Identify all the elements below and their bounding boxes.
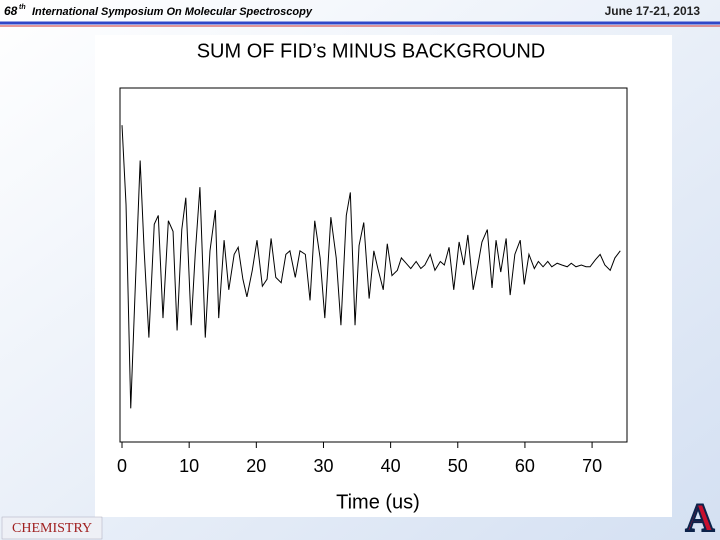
- university-logo: A: [686, 495, 715, 540]
- header-superscript: th: [19, 4, 26, 11]
- department-logo-box: [1, 516, 103, 540]
- x-tick-label: 60: [515, 456, 535, 476]
- x-tick-label: 0: [117, 456, 127, 476]
- data-line: [121, 125, 621, 409]
- chart-panel: [95, 35, 672, 517]
- x-axis-label: Time (us): [336, 491, 420, 513]
- department-logo: CHEMISTRY: [12, 521, 92, 536]
- x-tick-label: 40: [381, 456, 401, 476]
- header-date: June 17-21, 2013: [605, 4, 701, 18]
- x-tick-label: 10: [179, 456, 199, 476]
- x-tick-label: 70: [582, 456, 602, 476]
- x-tick-label: 50: [448, 456, 468, 476]
- chart-title: SUM OF FID’s MINUS BACKGROUND: [197, 40, 546, 62]
- header-title: International Symposium On Molecular Spe…: [32, 6, 313, 18]
- plot-frame: [119, 87, 628, 443]
- header-edition: 68: [4, 4, 18, 18]
- x-tick-label: 30: [313, 456, 333, 476]
- x-tick-label: 20: [246, 456, 266, 476]
